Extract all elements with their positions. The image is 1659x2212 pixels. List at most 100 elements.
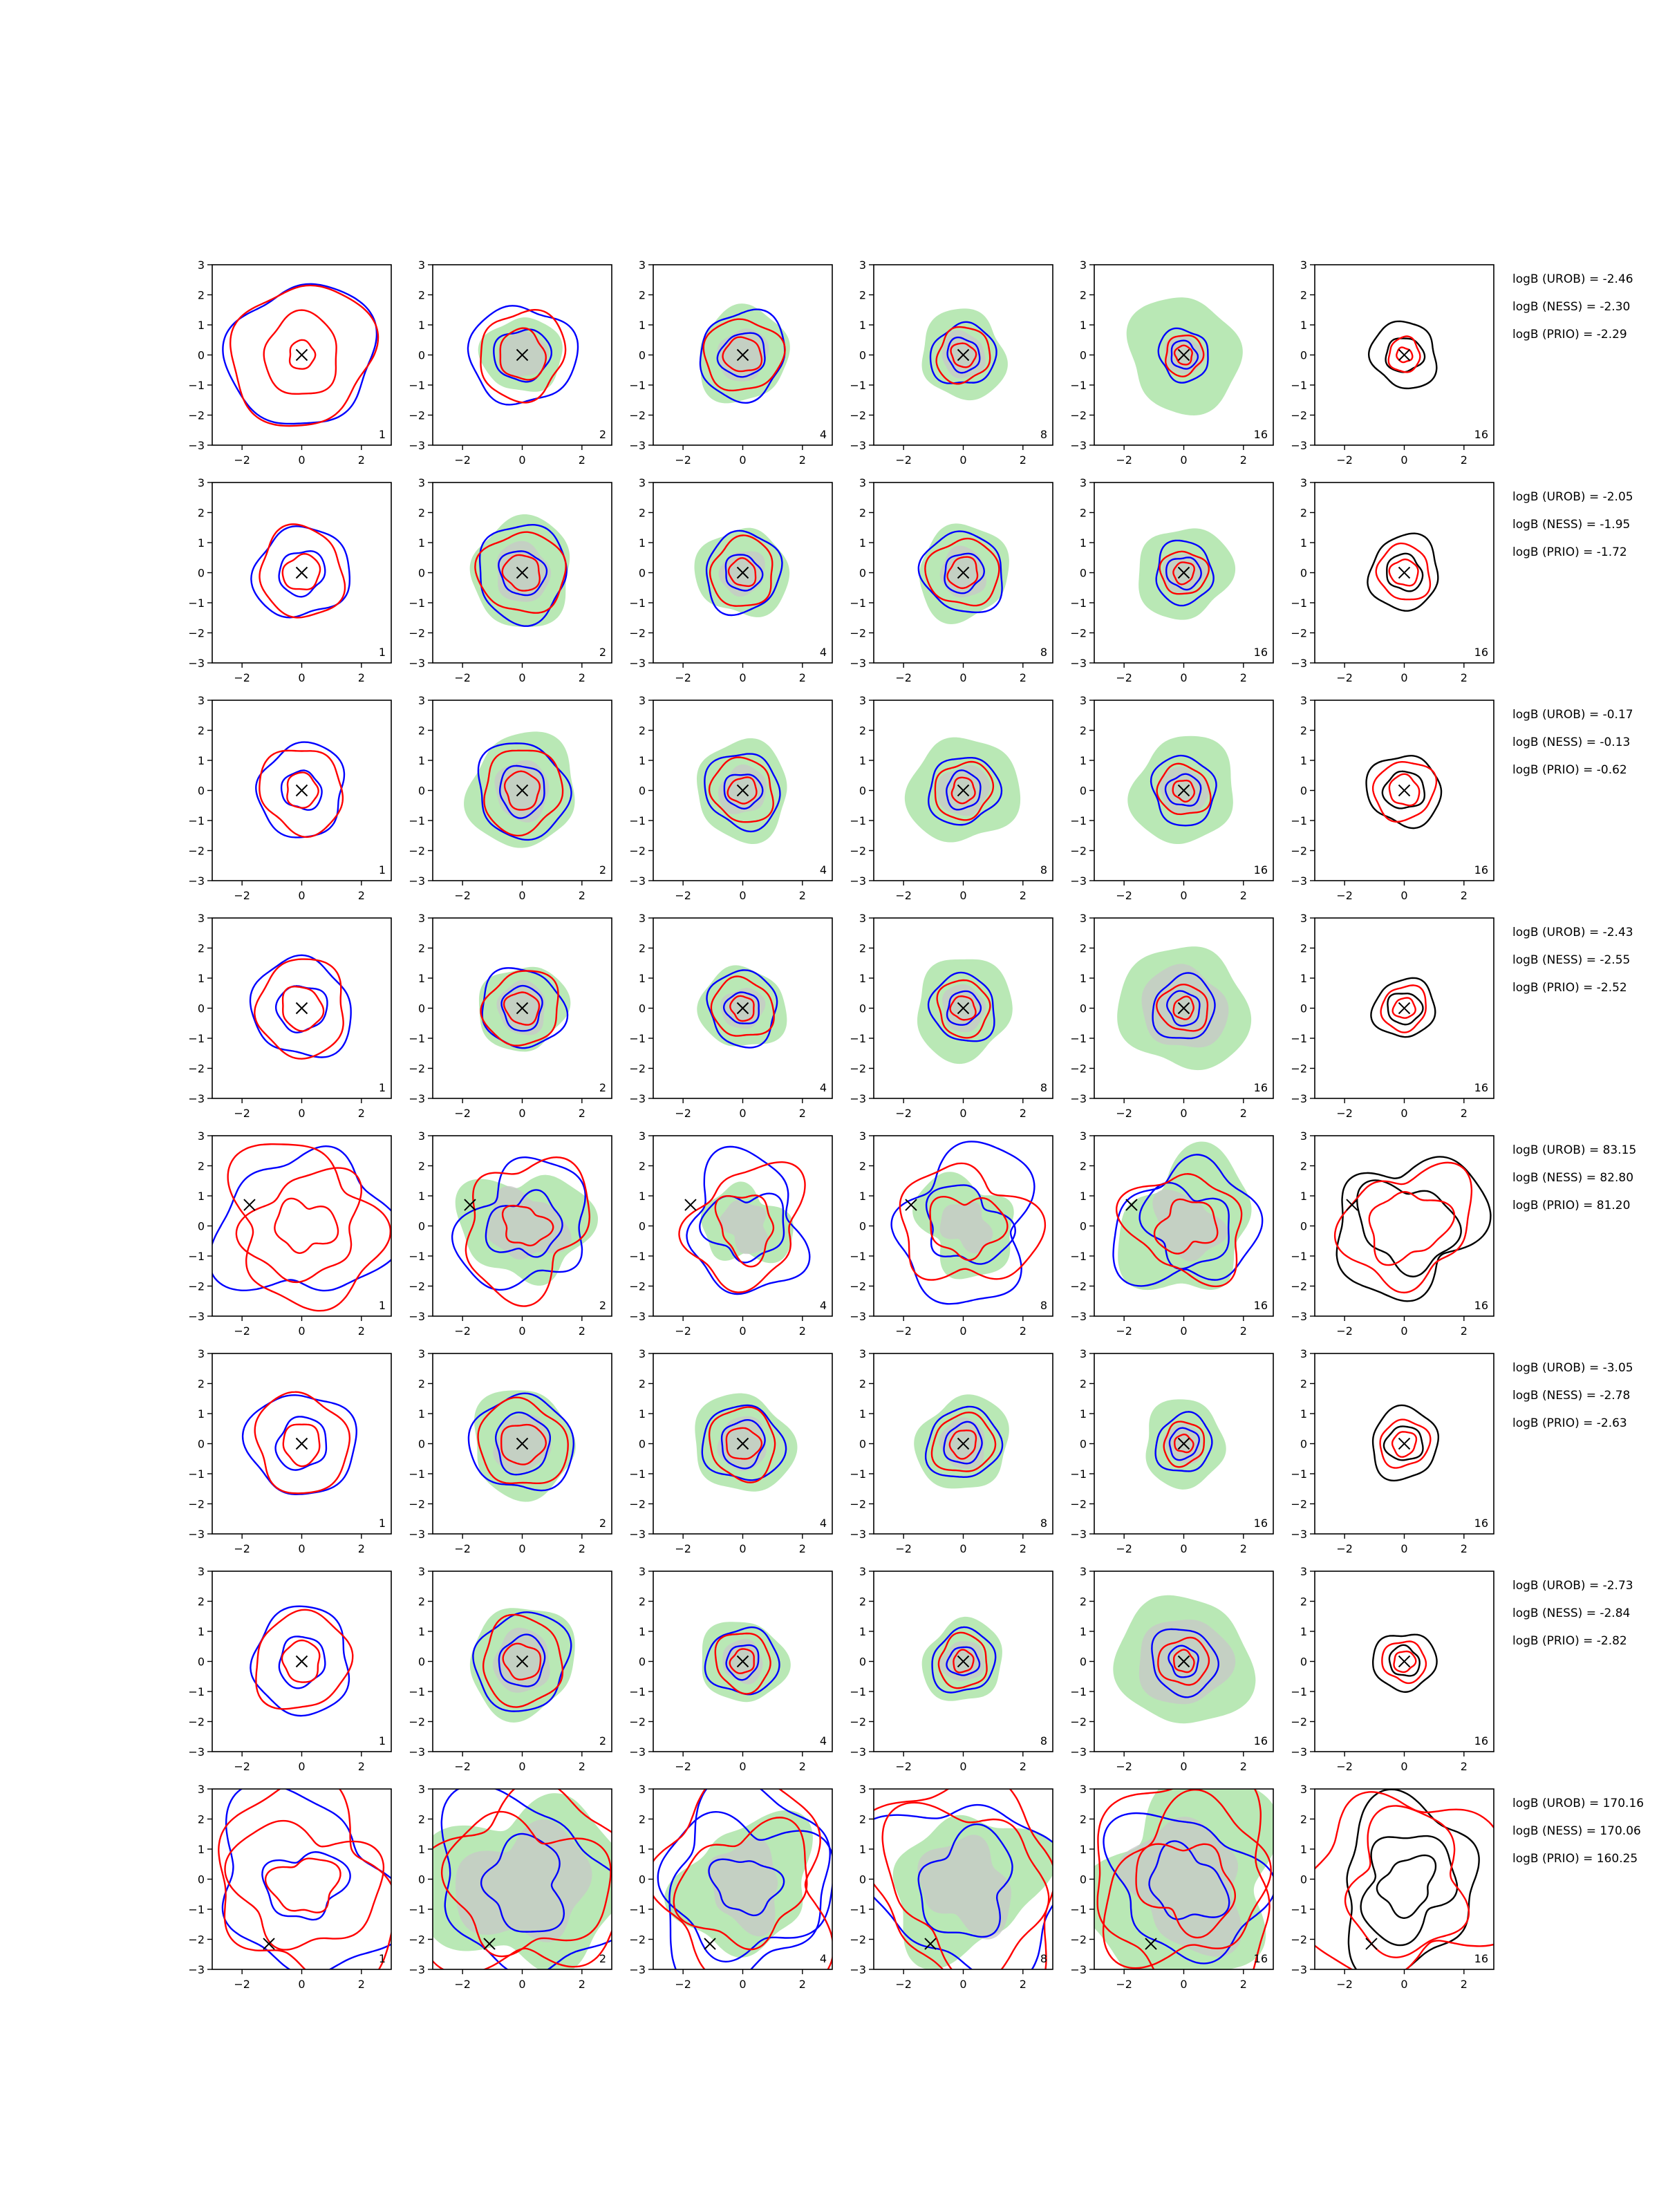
- true-value-marker: [957, 1002, 970, 1015]
- density-fill-inner: [1117, 1817, 1242, 1957]
- y-tick-label: 3: [639, 1347, 646, 1360]
- x-tick-label: −2: [675, 1324, 691, 1338]
- logB-prio: logB (PRIO) = 160.25: [1512, 1852, 1638, 1866]
- panel-r5-c5: 3 2 1 0 −1 −2 −3 −2 0 2 16: [1070, 1130, 1274, 1338]
- y-tick-label: −1: [850, 1250, 866, 1263]
- y-tick-label: 2: [198, 1378, 205, 1391]
- y-tick-label: 1: [1080, 319, 1087, 332]
- x-tick-label: −2: [895, 671, 912, 684]
- true-value-marker: [295, 566, 308, 579]
- true-value-marker: [295, 784, 308, 797]
- panel-r2-c2: 3 2 1 0 −1 −2 −3 −2 0 2 2: [409, 476, 612, 684]
- x-tick-label: 0: [1180, 889, 1187, 902]
- x-tick-label: −2: [675, 889, 691, 902]
- y-tick-label: 3: [198, 694, 205, 707]
- contour-blue-1: [720, 1418, 766, 1470]
- panel-label: 16: [1474, 428, 1488, 441]
- x-tick-label: 0: [739, 1542, 746, 1555]
- contour-black-0: [1370, 977, 1436, 1038]
- y-tick-label: 2: [1300, 1813, 1307, 1826]
- panel-label: 8: [1040, 863, 1047, 877]
- x-tick-label: 0: [739, 1760, 746, 1773]
- y-tick-label: 2: [639, 289, 646, 302]
- contour-red-1: [1153, 1198, 1219, 1255]
- logB-urob: logB (UROB) = -0.17: [1512, 708, 1633, 722]
- x-tick-label: 0: [739, 453, 746, 467]
- contour-red-1: [881, 1801, 1050, 1969]
- contour-blue-0: [931, 1626, 997, 1694]
- x-tick-label: 0: [1180, 671, 1187, 684]
- x-tick-label: −2: [234, 1542, 250, 1555]
- contour-red-1: [729, 1648, 755, 1674]
- x-tick-label: 2: [1461, 1107, 1468, 1120]
- x-tick-label: −2: [1116, 453, 1132, 467]
- x-tick-label: 0: [298, 889, 305, 902]
- y-tick-label: −1: [850, 1468, 866, 1481]
- y-tick-label: −3: [188, 1963, 205, 1976]
- x-tick-label: 2: [1461, 1760, 1468, 1773]
- contour-blue-1: [485, 1189, 563, 1258]
- y-tick-label: −3: [1291, 657, 1307, 670]
- contour-red-1: [501, 1204, 554, 1247]
- contour-red-1: [503, 991, 541, 1026]
- contour-red-2: [274, 1197, 339, 1254]
- panel-r1-c2: 3 2 1 0 −1 −2 −3 −2 0 2 2: [409, 259, 612, 467]
- y-tick-label: 2: [1080, 1160, 1087, 1173]
- x-tick-label: 0: [1400, 1978, 1407, 1991]
- y-tick-label: 3: [1300, 476, 1307, 489]
- x-tick-label: −2: [675, 1107, 691, 1120]
- contour-black-1: [1381, 770, 1426, 809]
- y-tick-label: −2: [629, 409, 646, 422]
- x-tick-label: 0: [298, 1978, 305, 1991]
- y-tick-label: −2: [1070, 845, 1087, 858]
- y-tick-label: 3: [418, 694, 425, 707]
- x-tick-label: −2: [1116, 1978, 1132, 1991]
- x-tick-label: 0: [518, 889, 525, 902]
- density-fill-inner: [707, 1837, 778, 1937]
- y-tick-label: −3: [409, 439, 425, 452]
- contour-red-1: [929, 1195, 1009, 1262]
- panel-r3-c3: 3 2 1 0 −1 −2 −3 −2 0 2 4: [629, 694, 833, 902]
- x-tick-label: −2: [234, 1978, 250, 1991]
- panel-label: 16: [1254, 1299, 1268, 1312]
- x-tick-label: 0: [518, 1978, 525, 1991]
- y-tick-label: 1: [1080, 754, 1087, 767]
- contour-blue-0: [705, 529, 783, 617]
- y-tick-label: 0: [1080, 785, 1087, 798]
- contour-red-0: [1096, 1789, 1271, 1969]
- y-tick-label: 2: [639, 1160, 646, 1173]
- panel-r6-c6: 3 2 1 0 −1 −2 −3 −2 0 2 16: [1291, 1347, 1494, 1555]
- contour-red-2: [1135, 1843, 1237, 1939]
- y-tick-label: −3: [629, 1092, 646, 1105]
- contour-blue-0: [927, 971, 995, 1042]
- x-tick-label: −2: [1116, 671, 1132, 684]
- y-tick-label: −3: [409, 874, 425, 888]
- contour-red-0: [1156, 762, 1212, 816]
- y-tick-label: −3: [850, 1528, 866, 1541]
- y-tick-label: 2: [1080, 942, 1087, 955]
- y-tick-label: 0: [859, 1220, 866, 1233]
- contour-red-1: [281, 552, 321, 591]
- y-tick-label: 1: [1080, 1843, 1087, 1856]
- y-tick-label: 2: [1080, 724, 1087, 738]
- contour-red-0: [259, 749, 344, 838]
- contour-red-0: [433, 1789, 612, 1969]
- x-tick-label: 0: [518, 671, 525, 684]
- true-value-marker: [1398, 1002, 1411, 1015]
- panel-label: 4: [820, 1517, 827, 1530]
- x-tick-label: −2: [675, 453, 691, 467]
- logB-annotations-row-6: logB (UROB) = -3.05 logB (NESS) = -2.78 lo…: [1512, 1361, 1633, 1430]
- x-tick-label: 2: [1461, 1542, 1468, 1555]
- panel-label: 1: [379, 428, 386, 441]
- y-tick-label: 0: [1300, 349, 1307, 362]
- y-tick-label: 1: [198, 754, 205, 767]
- y-tick-label: −2: [1070, 1498, 1087, 1511]
- contour-red-0: [259, 523, 346, 619]
- y-tick-label: 0: [1080, 1220, 1087, 1233]
- y-tick-label: 1: [1080, 536, 1087, 550]
- x-tick-label: 0: [739, 889, 746, 902]
- y-tick-label: −2: [629, 1933, 646, 1947]
- y-tick-label: −3: [1070, 1528, 1087, 1541]
